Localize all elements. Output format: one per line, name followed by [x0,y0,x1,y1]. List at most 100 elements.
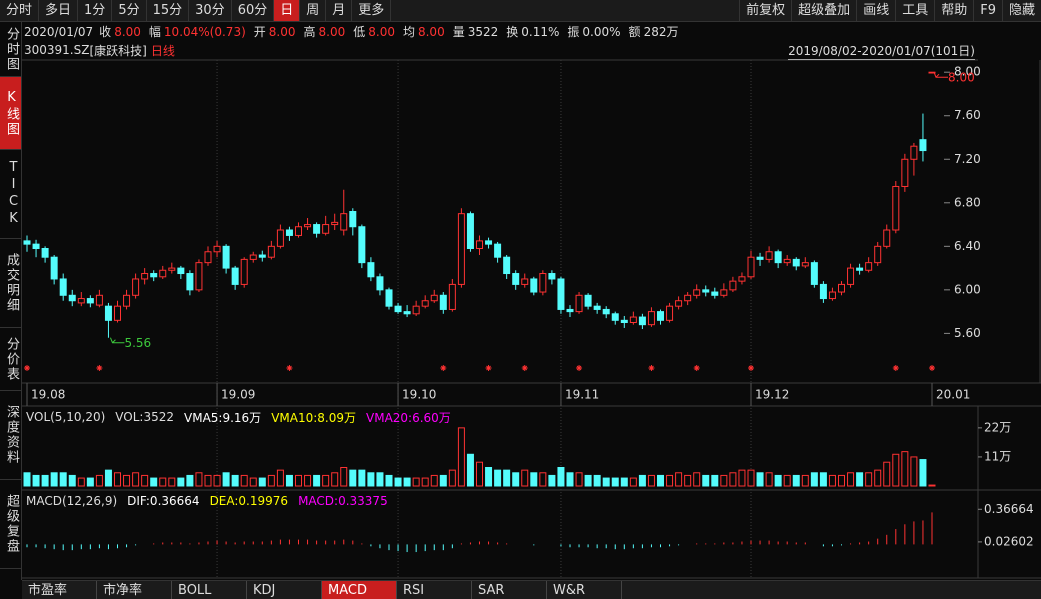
info-value: 8.00 [368,24,395,39]
info-value: 8.00 [268,24,296,39]
volume-bar [222,472,230,487]
volume-bar [430,474,438,487]
annotation-arrow [109,337,125,344]
x-tick-label: 19.12 [755,388,789,402]
bottom-tab[interactable]: MACD [322,581,397,599]
volume-bar [892,453,900,487]
candle-body [412,305,420,315]
info-value: 3522 [467,24,499,39]
candle-body [494,243,502,258]
info-value: 0.00% [582,24,621,39]
side-tab[interactable]: 分时图 [0,22,21,77]
annotation-arrow [933,72,948,78]
bottom-tab[interactable]: SAR [472,581,547,599]
toolbar-button[interactable]: 超级叠加 [791,0,856,21]
toolbar-button[interactable]: 周 [300,0,327,21]
side-tab[interactable]: 成交明细 [0,239,21,328]
bottom-tab[interactable]: 市净率 [97,581,172,599]
toolbar-button[interactable]: 画线 [856,0,895,21]
toolbar-button[interactable]: 60分 [232,0,275,21]
toolbar-button[interactable]: 30分 [189,0,232,21]
toolbar: 分时 多日 1分 5分 15分 30分 60分日周月更多 前复权 超级叠加 画线 工具 帮助 F9 隐藏 [0,0,1041,22]
side-tab[interactable]: 分价表 [0,328,21,391]
toolbar-button[interactable]: 帮助 [934,0,973,21]
candle-body [322,224,330,234]
candle-body [285,229,293,236]
side-tab[interactable]: 深度资料 [0,391,21,480]
volume-bar [557,467,565,487]
candle-body [421,300,429,307]
candle-body [430,294,438,302]
bottom-tab[interactable]: BOLL [172,581,247,599]
toolbar-button[interactable]: 日 [274,0,301,21]
toolbar-button[interactable]: 月 [326,0,353,21]
volume-bar [41,474,49,487]
candle-body [783,258,791,264]
x-tick-label: 19.09 [221,388,255,402]
event-marker [440,365,447,371]
y-tick-label: 22万 [984,420,1011,434]
candle-body [204,251,212,264]
side-tab[interactable]: K线图 [0,77,21,150]
toolbar-button[interactable]: 15分 [147,0,190,21]
candle-body [901,158,909,187]
volume-bar [620,477,628,487]
toolbar-button[interactable]: 更多 [352,0,392,21]
candle-body [801,262,809,267]
y-tick-label: 11万 [984,449,1011,463]
side-tab[interactable]: TICK [0,150,21,239]
candle-body [104,305,112,321]
info-value: 282万 [643,25,679,39]
bottom-tab[interactable]: 市盈率 [22,581,97,599]
side-tab[interactable]: 超级复盘 [0,480,21,569]
volume-bar [421,477,429,487]
info-label: 换 [506,25,519,39]
volume-bar [385,474,393,487]
event-marker [648,365,655,371]
candle-body [177,267,185,275]
toolbar-button[interactable]: 多日 [39,0,79,21]
bottom-tab[interactable]: KDJ [247,581,322,599]
info-value: 0.11% [521,24,560,39]
bottom-tabs: 市盈率 市净率 BOLL KDJ MACD RSI SAR W&R [22,580,1041,599]
candle-body [838,283,845,293]
volume-bar [756,472,764,487]
volume-bar [919,459,927,487]
volume-bar [448,469,456,487]
candle-body [819,283,827,300]
volume-bar [86,477,94,487]
candle-body [512,273,520,285]
volume-bar [403,477,411,487]
volume-bar [856,472,864,487]
y-tick-label: 7.60 [954,108,981,122]
info-label: 均 [402,25,415,39]
indicator-label: MACD(12,26,9) [26,494,118,508]
toolbar-button[interactable]: 分时 [0,0,40,21]
toolbar-button[interactable]: 5分 [112,0,147,21]
volume-bar [819,472,827,487]
volume-bar [928,484,936,487]
candle-body [684,294,692,302]
volume-bar [765,472,773,487]
toolbar-button[interactable]: 前复权 [739,0,791,21]
annotation-label: 5.56 [124,336,151,350]
toolbar-button[interactable]: 1分 [78,0,113,21]
volume-bar [394,477,402,487]
candle-body [240,258,248,285]
event-marker [892,365,899,371]
volume-bar [494,469,502,487]
candle-body [394,305,402,313]
event-marker [485,365,492,371]
candle-body [457,213,465,285]
toolbar-button[interactable]: 工具 [895,0,934,21]
volume-bar [539,472,547,487]
bottom-tab[interactable]: RSI [397,581,472,599]
candle-body [349,211,357,228]
toolbar-button[interactable]: F9 [973,0,1002,21]
info-label: 振 [567,25,580,39]
volume-bar [367,472,375,487]
volume-bar [575,472,583,487]
bottom-tab[interactable]: W&R [547,581,622,599]
toolbar-button[interactable]: 隐藏 [1001,0,1041,21]
